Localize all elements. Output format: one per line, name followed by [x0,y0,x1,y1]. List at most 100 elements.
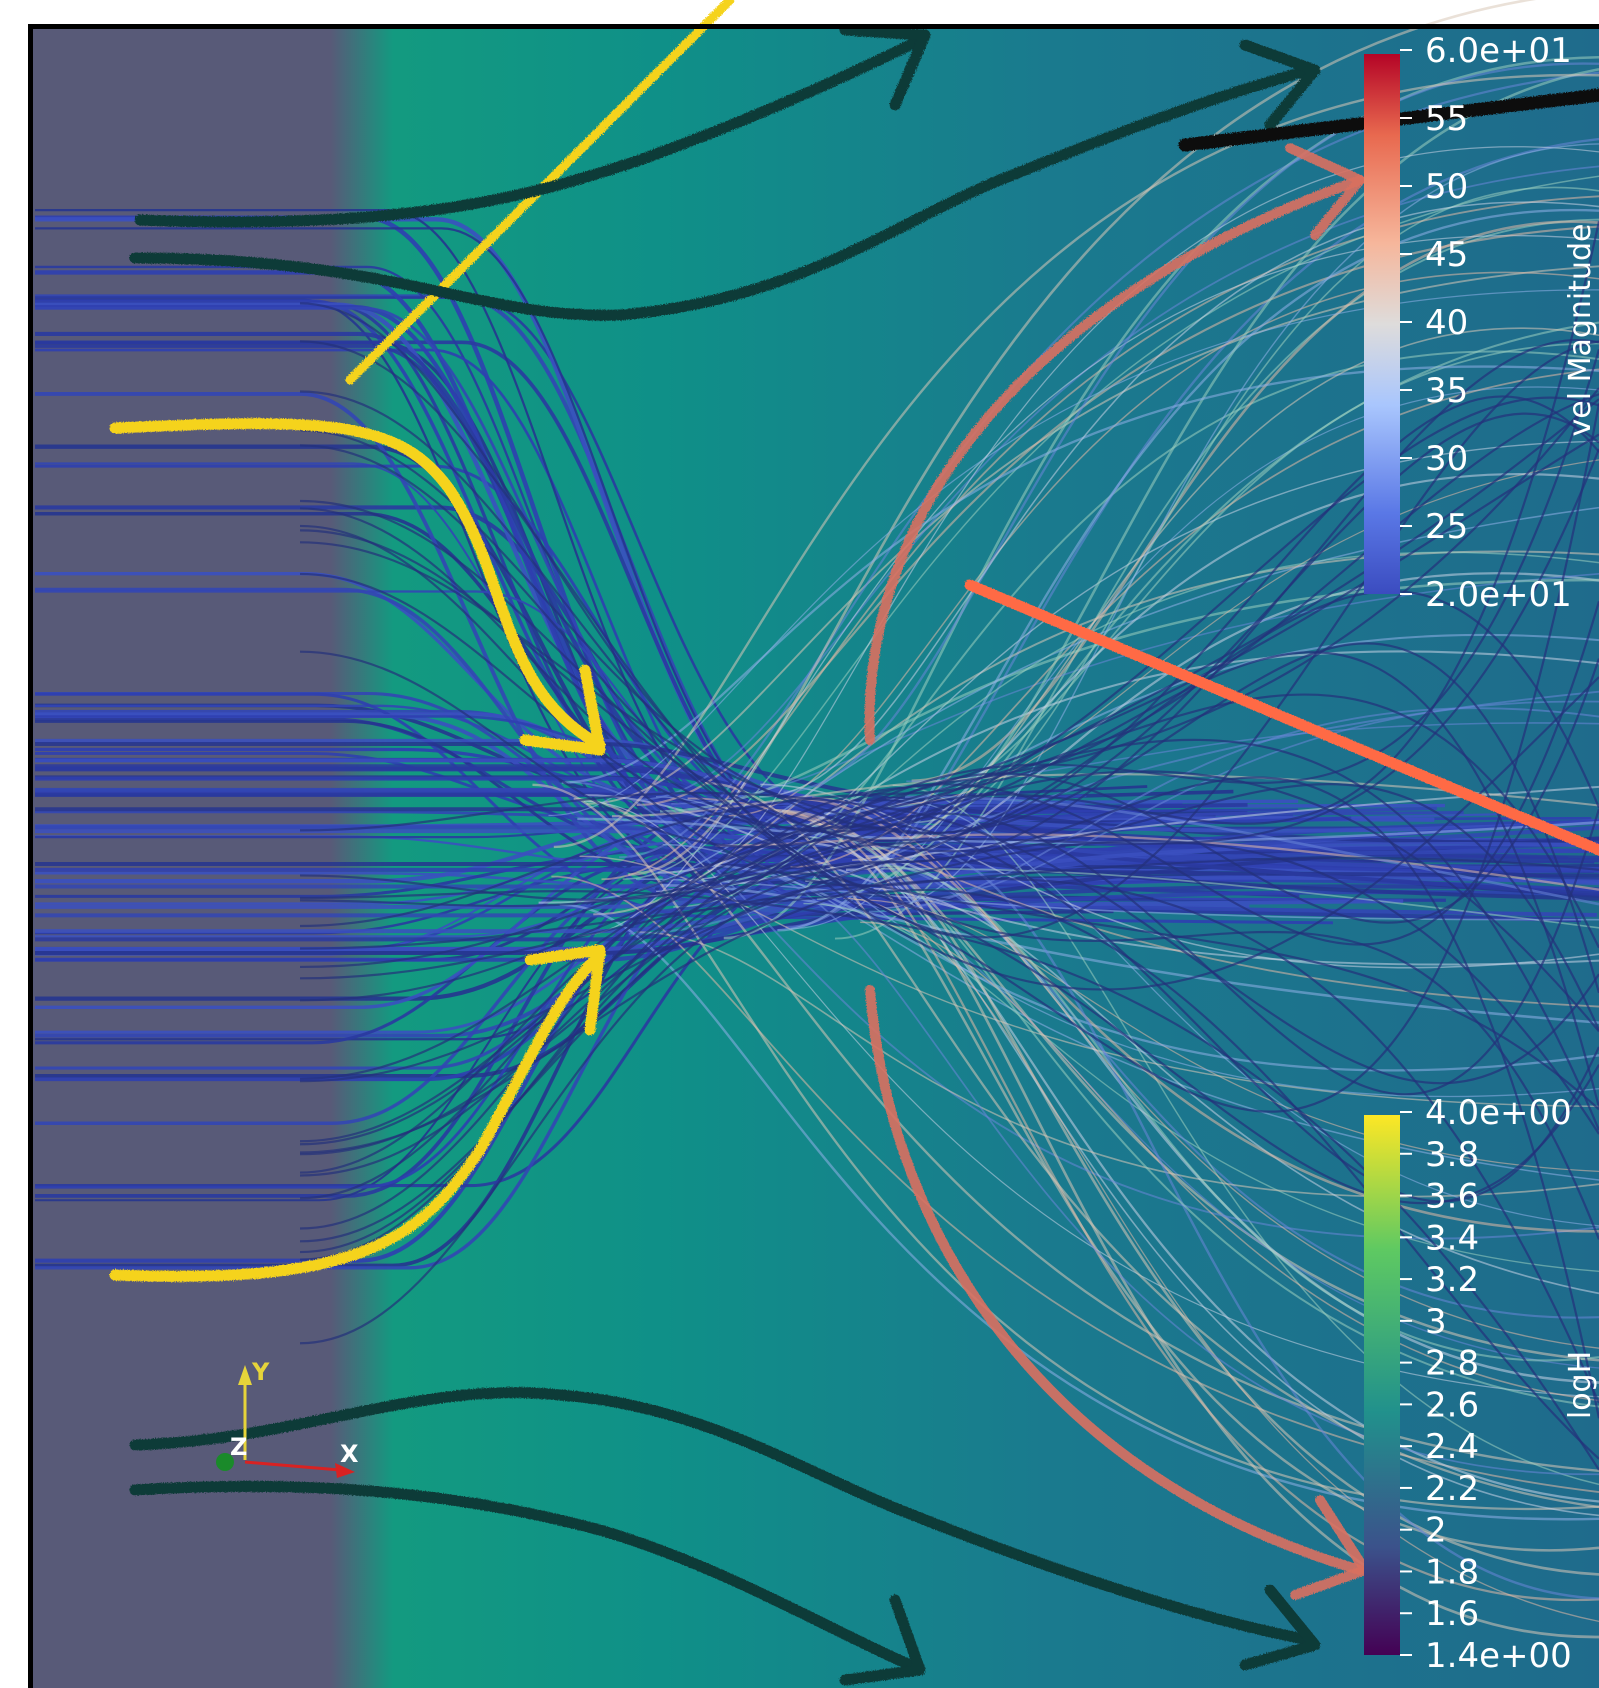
salmon-arc-upper-head [1285,143,1365,240]
streamline [299,693,1599,1146]
streamline [893,700,1599,903]
axis-x-label: X [340,1440,359,1468]
streamline [299,888,1599,1460]
streamline [299,738,1599,1131]
colorbar-logh-title: logH [1563,1351,1598,1419]
colorbar-tick-label: 2.0e+01 [1425,575,1572,615]
dark-arrow-bottom-2 [129,1480,916,1671]
axis-z-label: Z [230,1433,247,1461]
dark-arrow-top-2 [129,64,1316,321]
streamline [299,839,1599,1154]
colorbar-tick-label: 25 [1425,507,1468,547]
streamline [299,398,1599,849]
colorbar-tick-label: 3.4 [1425,1218,1479,1258]
colorbar-vel-magnitude: 6.0e+01 55 50 45 40 35 30 25 2.0e+01 vel Magnitu… [1364,31,1598,615]
yellow-arrow-upper [109,418,606,751]
colorbar-vel-title: vel Magnitude [1563,223,1598,436]
yellow-arrow-lower-head [524,944,606,1036]
streamline [561,365,1599,784]
streamline [886,798,1599,1227]
colorbar-vel-ticks: 6.0e+01 55 50 45 40 35 30 25 2.0e+01 [1400,31,1572,615]
axis-z-dot [216,1453,234,1471]
colorbar-tick-label: 2.4 [1425,1427,1479,1467]
streamline [299,339,1599,1143]
orange-diagonal-stroke [964,579,1599,856]
colorbar-tick-label: 2 [1425,1511,1447,1551]
streamline [299,507,1599,1108]
streamline [860,921,1599,1402]
colorbar-tick-label: 4.0e+00 [1425,1093,1572,1133]
streamline [553,73,1599,849]
colorbar-tick-label: 1.4e+00 [1425,1636,1572,1676]
colorbar-tick-label: 2.6 [1425,1385,1479,1425]
streamline [862,859,1599,1319]
colorbar-logh: 4.0e+003.83.63.43.232.82.62.42.221.81.61… [1364,1093,1598,1676]
colorbar-tick-label: 2.8 [1425,1344,1479,1384]
figure-frame [28,24,1599,1688]
streamline [35,871,1392,893]
streamline [843,897,1599,1623]
streamline [35,391,1597,917]
colorbar-logh-gradient [1364,1115,1400,1655]
streamline [798,835,1599,1517]
axis-y-arrowhead [238,1365,252,1385]
streamline [916,847,1599,1600]
streamline [299,340,1599,991]
streamline [299,529,1599,1031]
streamline [584,800,1599,1398]
axis-x-arrowhead [335,1463,355,1478]
streamline [299,791,1599,1085]
streamline [636,225,1599,807]
streamline [812,796,1599,1349]
dark-arrow-top-2-head [1239,39,1321,131]
dark-arrow-bottom-1-head [1239,1584,1321,1671]
streamline [299,590,1599,1083]
colorbar-tick-label: 1.6 [1425,1594,1479,1634]
axis-y-label: Y [251,1358,270,1386]
streamline [704,781,1599,1509]
streamline [532,783,1599,1511]
colorbar-tick-label: 3 [1425,1302,1447,1342]
streamline [299,572,1599,1096]
colorbar-tick-label: 6.0e+01 [1425,31,1572,71]
streamline [299,871,1599,1240]
colorbar-tick-label: 3.6 [1425,1177,1479,1217]
dark-arrow-top-1-head [839,24,931,111]
streamline [559,903,1599,1521]
yellow-arrow-upper-head [519,664,606,756]
dark-arrow-top-1 [134,34,926,228]
yellow-arrow-lower [109,949,606,1282]
streamline [579,855,1599,1108]
streamline [299,349,1599,1177]
colorbar-tick-label: 3.8 [1425,1135,1479,1175]
streamline [299,770,1599,1033]
orientation-axes-triad: Y X Z [216,1358,359,1478]
streamline [883,864,1599,1362]
streamline [577,817,1599,844]
colorbar-tick-label: 40 [1425,303,1468,343]
colorbar-logh-ticks: 4.0e+003.83.63.43.232.82.62.42.221.81.61… [1400,1093,1572,1676]
colorbar-tick-label: 1.8 [1425,1552,1479,1592]
axis-x-line [244,1460,341,1472]
streamline [299,890,1599,1471]
colorbar-vel-gradient [1364,54,1400,594]
streamline [548,289,1599,817]
annotation-arrows [109,0,1599,1686]
streamline [299,642,1599,1200]
streamline [299,393,1599,928]
streamline [299,877,1599,1404]
streamline [661,884,1599,1024]
streamline [824,633,1599,815]
salmon-arc-lower [865,985,1365,1575]
streamline [299,390,1599,1113]
streamline [904,795,1599,906]
colorbar-tick-label: 55 [1425,99,1468,139]
colorbar-tick-label: 2.2 [1425,1469,1479,1509]
colorbar-tick-label: 35 [1425,371,1468,411]
colorbar-tick-label: 30 [1425,439,1468,479]
dark-arrow-bottom-1 [129,1387,1316,1646]
salmon-arc-upper [864,175,1365,745]
streamlines [35,0,1599,1639]
